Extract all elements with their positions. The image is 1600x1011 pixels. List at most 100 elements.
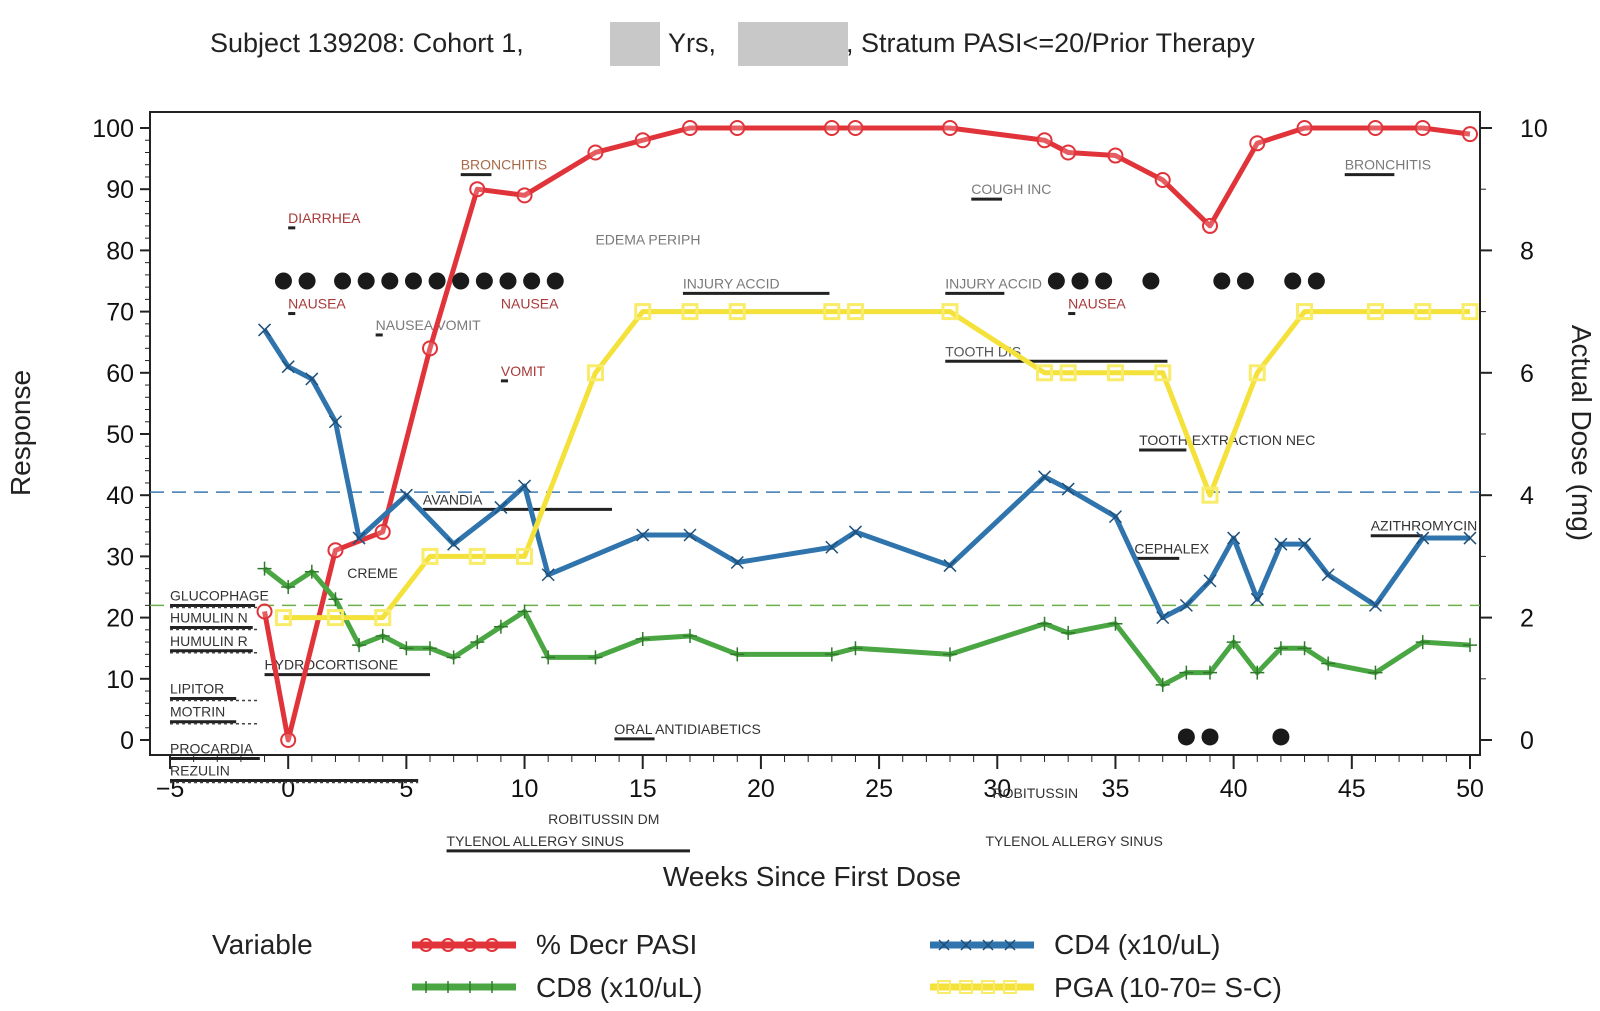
dose-dot [1142,272,1160,290]
data-point [327,542,344,559]
x-tick-label: 10 [511,775,539,803]
annotation-label: TYLENOL ALLERGY SINUS [985,833,1162,849]
data-point [469,181,486,198]
dose-dot [1236,272,1254,290]
dose-dot [1213,272,1231,290]
legend-marker [960,939,972,951]
data-point [1250,665,1265,680]
annotation-label: HUMULIN R [170,633,248,649]
annotation-label: GLUCOPHAGE [170,587,269,603]
reference-lines [150,491,1480,607]
data-point [1037,616,1052,631]
x-tick-label: 35 [1102,775,1130,803]
data-point [1414,303,1432,321]
data-point [541,568,555,582]
data-point [1201,486,1219,504]
x-tick-label: 45 [1338,775,1366,803]
y-tick-label: 100 [92,115,134,143]
annotation-label: INJURY ACCID [683,275,780,291]
data-point [1367,120,1384,136]
data-point [1274,537,1288,551]
annotation-label: CEPHALEX [1134,540,1209,556]
y2-tick-label: 2 [1520,605,1534,633]
series-decr-pasi [256,120,1478,748]
data-point [374,523,391,540]
dose-dot [1095,272,1113,290]
annotation-label: BRONCHITIS [461,157,547,173]
y-tick-label: 40 [106,482,134,510]
data-point [1154,364,1172,382]
data-point [634,132,651,149]
data-point [1203,665,1217,680]
data-point [1107,147,1124,164]
data-point [1059,364,1077,382]
data-point [1155,677,1170,692]
legend-label: PGA (10-70= S-C) [1054,972,1282,1003]
dose-dot [1177,728,1195,746]
data-point [399,641,414,656]
x-tick-label: 5 [399,775,413,803]
data-point [516,547,534,565]
legend-marker [981,980,995,994]
data-point [825,540,839,554]
legend-marker [982,939,994,951]
legend-title: Variable [212,929,313,960]
data-point [280,732,297,748]
data-point [682,120,698,136]
annotation-label: INJURY ACCID [945,275,1042,291]
data-point [824,647,839,662]
data-point [541,650,556,665]
annotation-label: ROBITUSSIN [993,785,1079,801]
series-lines [256,120,1479,748]
x-tick-label: 50 [1456,775,1484,803]
y2-tick-label: 10 [1520,115,1548,143]
data-point [1156,611,1170,625]
dose-dot [1047,272,1065,290]
data-point [399,488,413,502]
annotation-label: NAUSEA [1068,296,1126,312]
legend-marker [419,938,433,952]
data-point [470,635,485,650]
y-tick-label: 0 [120,727,134,755]
dose-dot [475,272,493,290]
data-point [1463,531,1477,545]
annotation-label: CREME [347,565,398,581]
title-part-2: Yrs, [668,28,716,58]
y-axis-label: Response [5,370,36,496]
legend-marker [937,980,951,994]
data-point [518,479,532,493]
data-point [1273,641,1288,656]
data-point [683,628,697,643]
dose-dot [523,272,541,290]
series-cd8-x10-ul [257,561,1477,692]
annotation-label: MOTRIN [170,704,225,720]
data-point [1060,144,1077,161]
dose-dot [404,272,422,290]
annotation-label: PROCARDIA [170,740,254,756]
y-tick-label: 50 [106,421,134,449]
data-point [634,303,652,321]
data-point [1366,303,1384,321]
data-point [1154,172,1171,189]
data-point [730,647,745,662]
legend-item: CD8 (x10/uL) [412,972,703,1003]
event-annotations: BRONCHITIS DIARRHEA EDEMA PERIPH COUGH INC B… [170,157,1477,853]
x-tick-label: 25 [865,775,893,803]
legend: Variable % Decr PASI CD4 (x10/uL) CD8 (x10… [212,929,1282,1003]
data-point [1061,625,1076,640]
dose-dot [1071,272,1089,290]
data-point [1061,482,1075,496]
series-line [283,309,1470,621]
legend-item: CD4 (x10/uL) [930,929,1221,960]
data-point [588,650,603,665]
dose-dot [357,272,375,290]
dose-dot [452,272,470,290]
data-point [636,528,650,542]
data-point [274,609,292,627]
data-point [328,415,342,429]
y-tick-label: 70 [106,299,134,327]
data-point [848,525,862,539]
dose-dot [1307,272,1325,290]
legend-marker [485,938,499,952]
